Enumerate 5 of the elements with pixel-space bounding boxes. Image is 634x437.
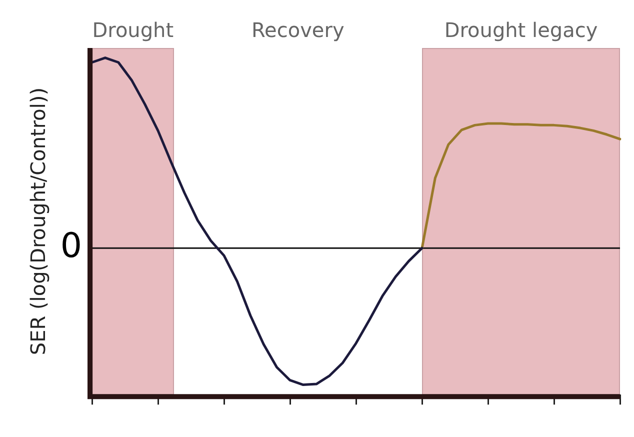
y-axis-title: SER (log(Drought/Control)) [26,87,50,356]
text: Drought legacy [444,18,598,42]
text: 0 [60,226,82,266]
text: Recovery [252,18,344,42]
text: Drought [92,18,174,42]
